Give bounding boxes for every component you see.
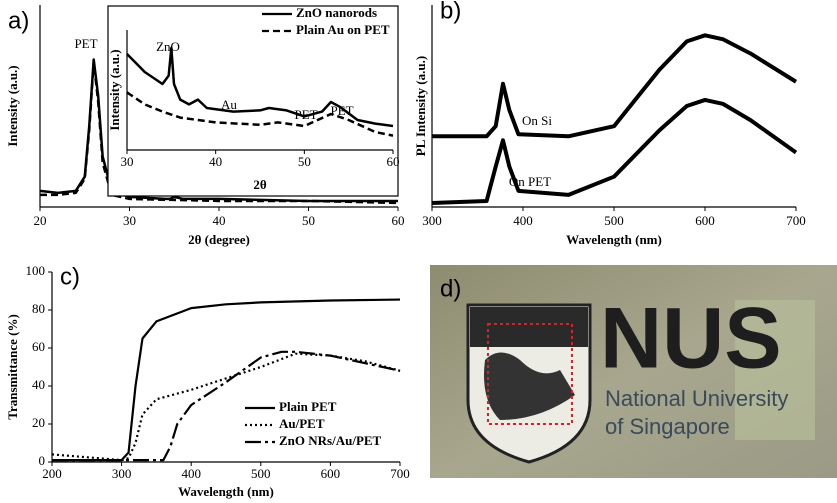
x-tick-label: 40 — [213, 213, 226, 228]
annotation: On PET — [509, 174, 551, 189]
inset-frame — [107, 5, 399, 197]
y-axis-label: Transmittance (%) — [5, 314, 20, 420]
y-axis-label: PL Intensity (a.u.) — [413, 56, 428, 156]
y-tick-label: 20 — [32, 415, 45, 430]
annotation: ZnO — [156, 39, 180, 54]
panel-label: d) — [440, 275, 461, 302]
y-axis-label: Intensity (a.u.) — [5, 65, 20, 146]
x-tick-label: 700 — [390, 466, 410, 481]
series-line — [431, 97, 798, 205]
series-line — [126, 46, 394, 128]
x-tick-label: 30 — [121, 154, 134, 169]
x-tick-label: 200 — [42, 466, 62, 481]
photo-panel: d) NUS National University of Singapore — [430, 265, 837, 478]
series-line — [52, 298, 401, 462]
x-tick-label: 500 — [251, 466, 271, 481]
y-tick-label: 40 — [32, 377, 45, 392]
y-tick-label: 60 — [32, 339, 45, 354]
x-tick-label: 700 — [786, 213, 806, 228]
legend-label: Au/PET — [279, 416, 325, 431]
legend-label: ZnO NRs/Au/PET — [279, 433, 382, 448]
x-tick-label: 60 — [387, 154, 400, 169]
panel-label: b) — [440, 0, 461, 24]
x-tick-label: 50 — [298, 154, 311, 169]
x-tick-label: 300 — [422, 213, 442, 228]
x-tick-label: 40 — [209, 154, 222, 169]
x-tick-label: 60 — [392, 213, 405, 228]
x-axis-label: Wavelength (nm) — [566, 232, 662, 247]
annotation: On Si — [522, 113, 552, 128]
y-tick-label: 80 — [32, 301, 45, 316]
logo-line2: of Singapore — [605, 414, 730, 439]
x-tick-label: 600 — [695, 213, 715, 228]
x-tick-label: 300 — [112, 466, 132, 481]
series-line — [432, 33, 798, 139]
x-axis-label: Wavelength (nm) — [178, 484, 274, 499]
annotation: PET — [294, 107, 317, 122]
marked-area — [487, 323, 573, 425]
series-line — [40, 60, 399, 205]
annotation: PET — [74, 36, 97, 51]
x-tick-label: 30 — [123, 213, 136, 228]
x-tick-label: 400 — [513, 213, 533, 228]
lion — [484, 352, 575, 420]
x-axis-label: 2θ — [253, 177, 267, 192]
logo-text: NUS — [600, 291, 782, 387]
x-tick-label: 50 — [302, 213, 315, 228]
x-axis-label: 2θ (degree) — [188, 232, 250, 247]
y-axis-label: Intensity (a.u.) — [107, 49, 122, 130]
x-tick-label: 600 — [321, 466, 341, 481]
y-tick-label: 0 — [39, 453, 46, 468]
logo-line1: National University — [605, 386, 788, 411]
film-sample — [735, 300, 815, 440]
legend-label: Plain Au on PET — [296, 22, 390, 37]
x-tick-label: 500 — [604, 213, 624, 228]
shield-top — [470, 307, 588, 347]
y-tick-label: 100 — [26, 263, 46, 278]
series-line — [52, 350, 401, 462]
annotation: Au — [221, 97, 237, 112]
panel-label: c) — [60, 263, 80, 290]
legend-label: Plain PET — [279, 399, 337, 414]
x-tick-label: 20 — [34, 213, 47, 228]
series-line — [126, 91, 394, 137]
legend-label: ZnO nanorods — [296, 5, 377, 20]
x-tick-label: 400 — [181, 466, 201, 481]
panel-label: a) — [8, 7, 29, 34]
